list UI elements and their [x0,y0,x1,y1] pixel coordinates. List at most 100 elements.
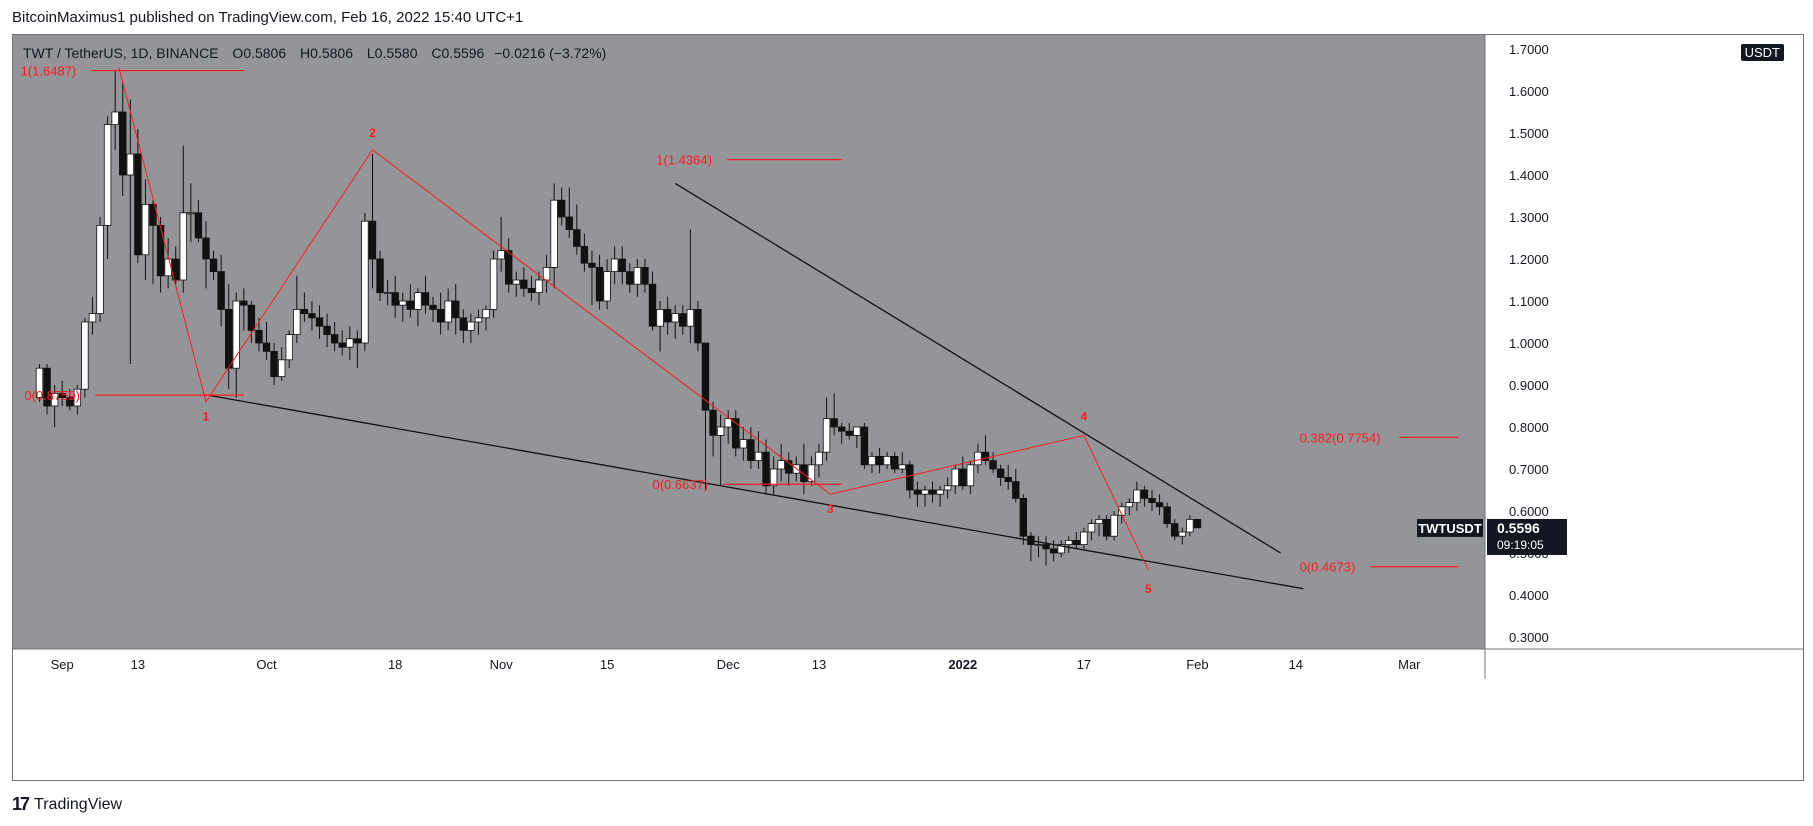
candle-body [444,300,452,323]
candle [467,313,475,343]
candle-body [974,451,982,466]
candle-body [951,468,959,487]
candle [913,481,922,507]
candle [671,305,679,339]
price-tag-value: 0.5596 [1497,520,1540,536]
x-tick-label: Sep [51,657,74,672]
candle-body [815,451,823,466]
candle-body [1163,506,1171,524]
candle-body [187,212,195,215]
candle-body [376,258,384,293]
candle [406,284,415,318]
candle [1155,494,1164,516]
candle [1163,502,1171,528]
candle [633,259,642,297]
chart-frame[interactable]: 1 2 3 4 5 1(1.6487) 0(0.8759) 1(1.4364) 0(0.6637… [12,34,1804,781]
fib-level-label: 0(0.6637) [653,477,709,492]
candle-body [323,325,331,336]
candle-body [921,489,929,495]
candle-body [58,392,66,398]
wave-label: 1 [203,410,210,424]
candle-body [421,292,430,306]
close-value: 0.5596 [441,45,485,61]
open-label: O [232,45,244,61]
y-tick-label: 0.6000 [1509,504,1549,519]
candle [1125,498,1133,516]
candle [277,347,286,381]
candle-body [679,313,687,327]
fib-level: 1(1.4364) [656,153,842,168]
candle-body [943,485,952,491]
candle-body [701,342,710,411]
candle-body [217,271,225,310]
candle [996,464,1005,486]
candle-body [595,266,604,302]
candle [88,296,97,335]
candle [520,267,528,297]
x-tick-label: 13 [131,657,145,672]
candle [981,435,990,465]
candle [1072,532,1081,549]
candle-body [300,308,309,314]
candle [989,452,997,474]
candle-body [1004,476,1012,482]
candle-body [1186,518,1194,533]
candle-body [96,224,104,314]
candle-body [520,279,528,289]
candle [323,313,331,348]
candle-body [308,313,316,319]
candle [240,288,248,331]
candle-body [1133,489,1141,504]
candle-body [277,359,286,377]
candle [1042,536,1050,566]
tradingview-logo-icon: 17 [12,794,30,814]
symbol-title[interactable]: TWT / TetherUS, 1D, BINANCE [23,45,219,61]
candle-body [134,153,142,256]
candle [255,317,263,352]
candle-body [262,342,271,352]
candle-body [1148,497,1156,503]
fib-level: 1(1.6487) [21,64,244,79]
candle-body [240,300,248,306]
candle-body [913,489,922,495]
footer-logo-text[interactable]: TradingView [34,795,123,813]
candle [966,460,975,495]
elliott-wave-path [118,67,1149,571]
candle-body [845,430,853,436]
candlestick-chart[interactable]: 1 2 3 4 5 1(1.6487) 0(0.8759) 1(1.4364) 0(0.6637… [13,35,1803,780]
candle [785,452,793,486]
candle [709,401,717,457]
high-label: H [300,45,311,61]
candle-body [830,418,838,428]
currency-badge[interactable]: USDT [1739,43,1785,62]
candle-body [1087,523,1096,533]
candle-body [1102,518,1111,537]
candle [1140,485,1149,507]
candle-body [1080,531,1088,546]
candle-body [936,489,944,495]
candle-body [610,258,619,273]
candle-body [1072,539,1081,545]
candle-body [452,300,460,319]
candle [694,301,702,352]
candle [701,342,710,490]
candle [482,305,490,331]
wave-label: 5 [1145,582,1152,596]
candle-body [1155,502,1164,508]
candle [1065,536,1073,553]
close-label: C [431,45,442,61]
candle [1186,515,1194,537]
candle-body [247,304,256,331]
candle-body [43,367,51,407]
candle [285,330,293,369]
candle-body [868,455,876,466]
candle [663,296,672,335]
candle-body [73,388,82,407]
y-tick-label: 1.0000 [1509,336,1549,351]
candle-body [270,350,278,377]
candle [111,70,119,150]
y-tick-label: 1.4000 [1509,168,1549,183]
candle-body [512,279,520,285]
candle [489,250,498,318]
candle-body [754,451,763,462]
